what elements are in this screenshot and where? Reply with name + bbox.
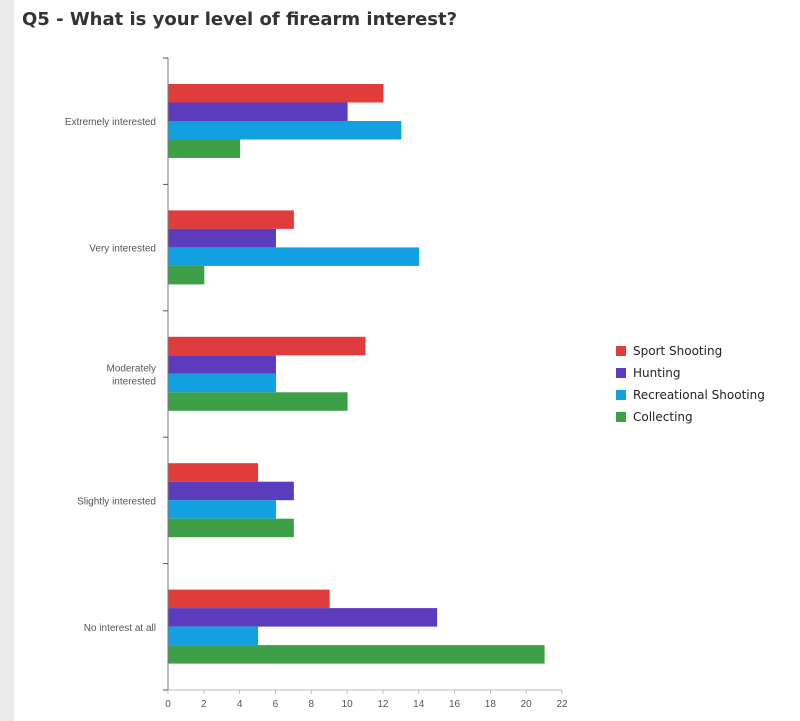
legend-label: Recreational Shooting	[633, 388, 765, 402]
x-tick-label: 6	[273, 699, 279, 710]
bar	[168, 608, 438, 627]
x-tick-label: 2	[201, 699, 207, 710]
x-tick-label: 8	[308, 699, 314, 710]
labels: 0 2 4 6 8 10 12 14 16 18 20 22 Extremely interested V…	[65, 117, 568, 710]
category-label: interested	[112, 377, 156, 388]
axes	[163, 57, 563, 694]
x-tick-label: 20	[521, 699, 533, 710]
x-tick-label: 10	[342, 699, 354, 710]
bar	[168, 392, 348, 411]
x-tick-label: 0	[165, 699, 171, 710]
category-label: No interest at all	[84, 623, 156, 634]
bar	[168, 102, 348, 121]
bar	[168, 518, 294, 538]
category-label: Slightly interested	[77, 496, 156, 507]
category-label: Extremely interested	[65, 117, 156, 128]
bar	[168, 228, 276, 248]
bar	[168, 265, 205, 285]
bar	[168, 589, 330, 609]
x-tick-label: 18	[485, 699, 497, 710]
category-label: Moderately	[107, 364, 156, 375]
legend-label: Sport Shooting	[633, 344, 723, 358]
bar	[168, 500, 276, 519]
x-tick-label: 4	[237, 699, 243, 710]
bar	[168, 210, 294, 229]
legend-item: Sport Shooting	[616, 340, 765, 362]
bar	[168, 481, 294, 501]
chart-legend: Sport Shooting Hunting Recreational Shooti…	[616, 340, 765, 428]
legend-swatch	[616, 368, 626, 378]
bar	[168, 336, 366, 356]
legend-item: Collecting	[616, 406, 765, 428]
bar	[168, 626, 259, 646]
x-tick-label: 22	[556, 699, 568, 710]
bars	[168, 84, 545, 664]
bar	[168, 463, 259, 482]
legend-swatch	[616, 412, 626, 422]
x-tick-label: 16	[449, 699, 461, 710]
x-tick-label: 14	[413, 699, 425, 710]
bar	[168, 139, 241, 158]
legend-item: Hunting	[616, 362, 765, 384]
bar	[168, 373, 276, 393]
bar	[168, 247, 420, 266]
bar	[168, 121, 402, 140]
bar	[168, 355, 276, 374]
bar	[168, 645, 545, 664]
legend-label: Collecting	[633, 410, 693, 424]
category-label: Very interested	[89, 244, 156, 255]
x-tick-label: 12	[377, 699, 389, 710]
bar	[168, 84, 384, 103]
legend-label: Hunting	[633, 366, 681, 380]
chart-panel	[14, 0, 800, 721]
legend-swatch	[616, 390, 626, 400]
legend-item: Recreational Shooting	[616, 384, 765, 406]
chart-title: Q5 - What is your level of firearm inter…	[22, 9, 458, 30]
legend-swatch	[616, 346, 626, 356]
